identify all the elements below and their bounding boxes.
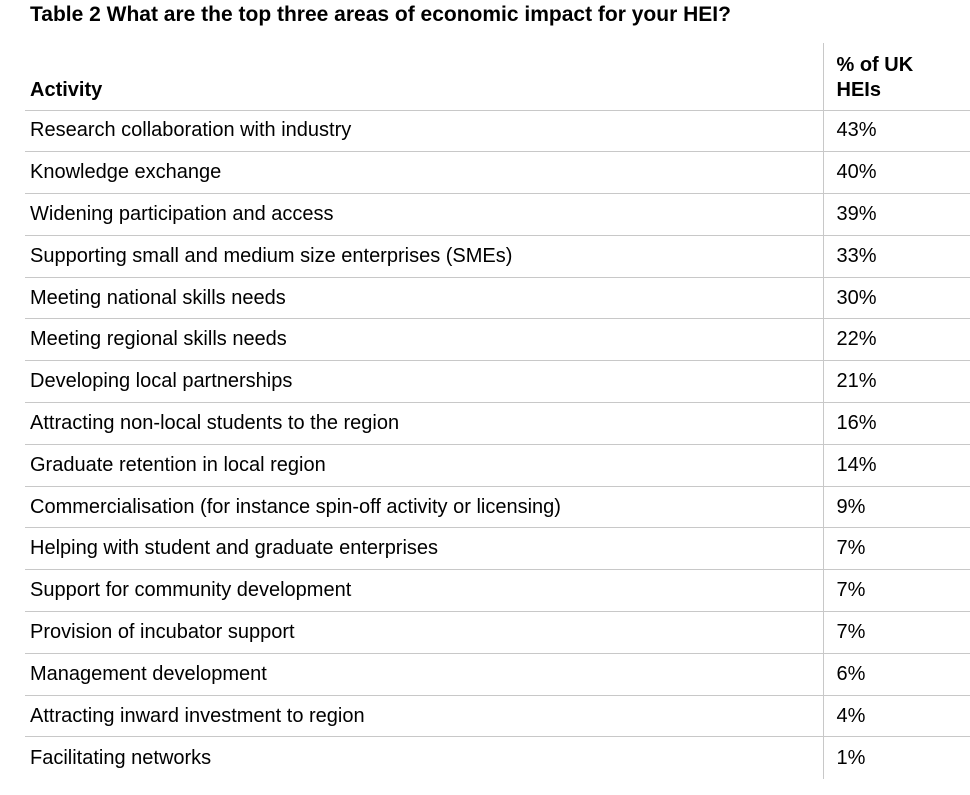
percent-cell: 21% [822, 360, 970, 403]
table-row: Provision of incubator support 7% [25, 611, 970, 654]
percent-cell: 39% [822, 193, 970, 236]
table-row: Facilitating networks 1% [25, 736, 970, 779]
percent-cell: 7% [822, 569, 970, 612]
activity-cell: Management development [25, 652, 823, 696]
table-row: Widening participation and access 39% [25, 193, 970, 236]
table-row: Management development 6% [25, 652, 970, 696]
percent-cell: 30% [822, 276, 970, 319]
table-row: Meeting regional skills needs 22% [25, 318, 970, 361]
table-title: Table 2 What are the top three areas of … [30, 3, 731, 26]
activity-cell: Meeting national skills needs [25, 276, 823, 319]
economic-impact-table: Activity % of UK HEIs Research collabora… [25, 43, 970, 779]
table-row: Research collaboration with industry 43% [25, 109, 970, 152]
table-row: Developing local partnerships 21% [25, 360, 970, 403]
table-body: Research collaboration with industry 43% K… [25, 109, 970, 779]
table-row: Knowledge exchange 40% [25, 151, 970, 194]
activity-cell: Graduate retention in local region [25, 443, 823, 487]
activity-cell: Provision of incubator support [25, 611, 823, 654]
percent-cell: 7% [822, 611, 970, 654]
percent-cell: 7% [822, 527, 970, 570]
activity-cell: Meeting regional skills needs [25, 318, 823, 361]
table-row: Graduate retention in local region 14% [25, 443, 970, 487]
activity-cell: Helping with student and graduate enterp… [25, 527, 823, 570]
table-row: Supporting small and medium size enterpr… [25, 234, 970, 278]
percent-cell: 1% [822, 736, 970, 779]
percent-cell: 14% [822, 443, 970, 487]
percent-cell: 33% [822, 234, 970, 278]
table-row: Attracting non-local students to the reg… [25, 402, 970, 445]
activity-cell: Developing local partnerships [25, 360, 823, 403]
percent-cell: 22% [822, 318, 970, 361]
activity-cell: Supporting small and medium size enterpr… [25, 234, 823, 278]
activity-cell: Commercialisation (for instance spin-off… [25, 485, 823, 528]
activity-cell: Support for community development [25, 569, 823, 612]
table-row: Attracting inward investment to region 4% [25, 694, 970, 737]
table-row: Commercialisation (for instance spin-off… [25, 485, 970, 528]
activity-cell: Facilitating networks [25, 736, 823, 779]
percent-cell: 4% [822, 694, 970, 737]
header-row: Activity % of UK HEIs [25, 43, 970, 110]
table-row: Helping with student and graduate enterp… [25, 527, 970, 570]
activity-cell: Attracting non-local students to the reg… [25, 402, 823, 445]
percent-cell: 9% [822, 485, 970, 528]
activity-cell: Attracting inward investment to region [25, 694, 823, 737]
table-row: Support for community development 7% [25, 569, 970, 612]
column-header-activity: Activity [30, 78, 103, 101]
percent-cell: 43% [822, 109, 970, 152]
percent-cell: 6% [822, 652, 970, 696]
activity-cell: Knowledge exchange [25, 151, 823, 194]
activity-cell: Research collaboration with industry [25, 109, 823, 152]
percent-cell: 16% [822, 402, 970, 445]
table-row: Meeting national skills needs 30% [25, 276, 970, 319]
column-header-percent: % of UK HEIs [822, 43, 970, 110]
percent-cell: 40% [822, 151, 970, 194]
activity-cell: Widening participation and access [25, 193, 823, 236]
